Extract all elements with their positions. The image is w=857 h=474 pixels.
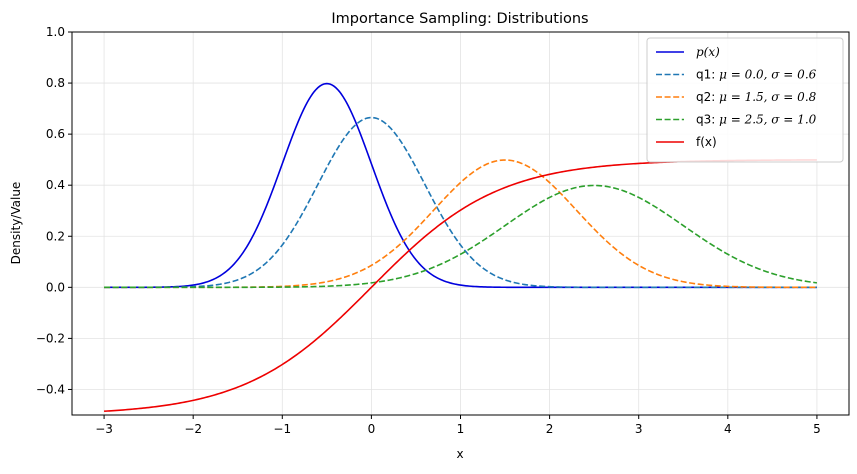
legend-box — [646, 37, 844, 163]
y-tick-label: 1.0 — [46, 25, 65, 39]
x-tick-label: 3 — [635, 422, 643, 436]
y-axis-label: Density/Value — [9, 182, 23, 265]
legend-label: p(x) — [696, 45, 720, 59]
y-tick-label: 0.0 — [46, 280, 65, 294]
y-tick-label: 0.6 — [46, 127, 65, 141]
axis-ticks: −3 −2 −1 0 1 2 3 4 5 −0.4 −0.2 0.0 0.2 0.4 0.6 0.8 1.0 — [36, 25, 821, 436]
legend-label: f(x) — [696, 135, 717, 149]
legend-label: q2: μ = 1.5, σ = 0.8 — [696, 90, 817, 104]
legend-label: q3: μ = 2.5, σ = 1.0 — [696, 113, 817, 127]
x-tick-label: 1 — [457, 422, 465, 436]
y-tick-label: 0.8 — [46, 76, 65, 90]
x-tick-label: −1 — [273, 422, 291, 436]
x-tick-label: −2 — [184, 422, 202, 436]
legend: p(x) q1: μ = 0.0, σ = 0.6 q2: μ = 1.5, σ =… — [646, 37, 844, 163]
y-tick-label: 0.2 — [46, 229, 65, 243]
x-axis-label: x — [456, 447, 463, 461]
chart-title: Importance Sampling: Distributions — [331, 11, 588, 27]
y-tick-label: −0.4 — [36, 382, 65, 396]
y-tick-label: −0.2 — [36, 331, 65, 345]
series-line-q1 — [104, 116, 817, 289]
x-tick-label: 5 — [813, 422, 821, 436]
x-tick-label: 4 — [724, 422, 732, 436]
series-line-q3 — [104, 184, 818, 289]
x-tick-label: 0 — [368, 422, 376, 436]
x-tick-label: −3 — [95, 422, 113, 436]
legend-label: q1: μ = 0.0, σ = 0.6 — [696, 68, 817, 82]
y-tick-label: 0.4 — [46, 178, 65, 192]
series-line-q2 — [104, 159, 817, 289]
x-tick-label: 2 — [546, 422, 554, 436]
